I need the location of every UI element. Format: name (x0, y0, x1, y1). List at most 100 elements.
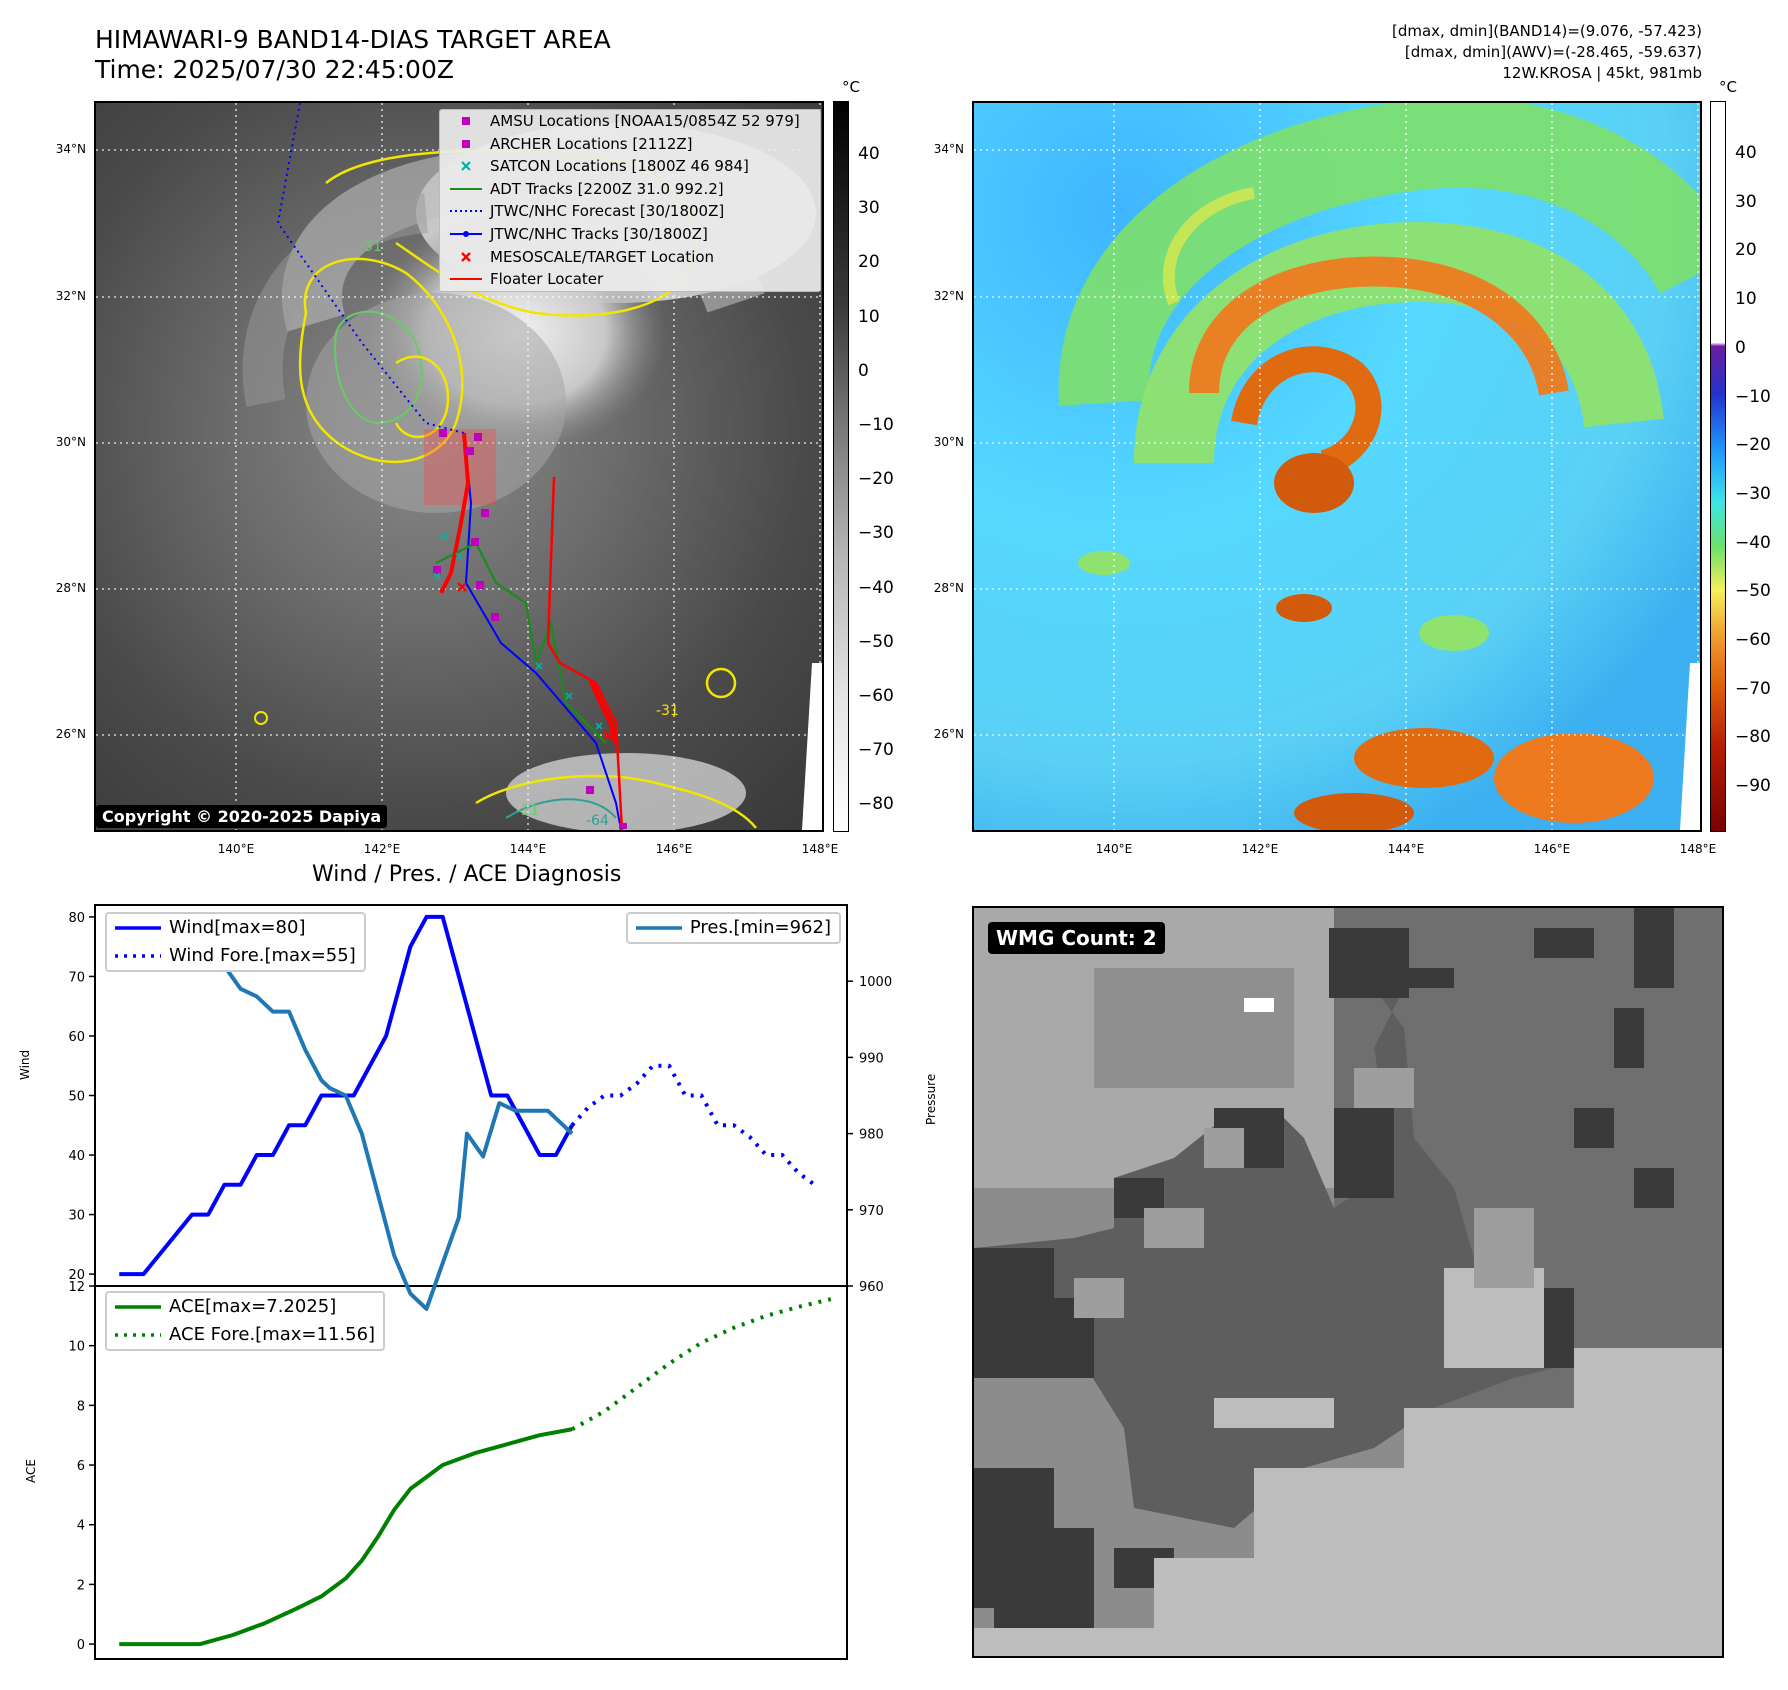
ir-colorbar-tick: 40 (858, 144, 880, 164)
wind-tick-label: 20 (68, 1268, 85, 1283)
ir-colorbar-tick: −70 (858, 740, 894, 761)
lon-tick-label: 148°E (801, 842, 839, 856)
ir-colorbar (833, 101, 849, 832)
copyright-label: Copyright © 2020-2025 Dapiya (96, 805, 388, 828)
ir-map-legend: AMSU Locations [NOAA15/0854Z 52 979] ARC… (439, 109, 821, 292)
pressure-tick-label: 980 (859, 1128, 884, 1143)
legend-item-archer: ARCHER Locations [2112Z] (440, 133, 820, 156)
ir-colorbar-tick: 20 (858, 252, 880, 273)
lat-tick-label: 30°N (55, 435, 86, 449)
lat-tick-label: 26°N (933, 727, 964, 741)
lon-tick-label: 146°E (655, 842, 693, 856)
wind-tick-label: 80 (68, 911, 85, 926)
ace-tick-label: 8 (77, 1399, 85, 1414)
band14-stats: [dmax, dmin](BAND14)=(9.076, -57.423) (1391, 22, 1702, 40)
pressure-series-line (119, 918, 574, 1311)
wind-axis-label: Wind (18, 1049, 32, 1080)
lat-tick-label: 32°N (933, 289, 964, 303)
legend-item-forecast: JTWC/NHC Forecast [30/1800Z] (450, 202, 725, 221)
lat-tick-label: 26°N (55, 727, 86, 741)
wv-map-panel (972, 101, 1702, 832)
legend-item-adt: ADT Tracks [2200Z 31.0 992.2] (450, 179, 724, 198)
wv-colorbar-tick: −40 (1735, 532, 1771, 553)
ir-colorbar-unit: °C (842, 78, 860, 96)
pressure-tick-label: 990 (859, 1051, 884, 1066)
lon-tick-label: 144°E (1387, 842, 1425, 856)
ir-colorbar-tick: −50 (858, 631, 894, 652)
lon-tick-label: 140°E (217, 842, 255, 856)
lat-tick-label: 34°N (933, 142, 964, 156)
pressure-legend: Pres.[min=962] (625, 912, 841, 944)
ace-legend: ACE[max=7.2025] ACE Fore.[max=11.56] (105, 1291, 386, 1351)
legend-item-wind-forecast: Wind Fore.[max=55] (115, 945, 356, 966)
wind-pres-ace-chart: 20 30 40 50 60 70 80 960 970 980 990 1000 0 2 4 6 8 10 12 (68, 904, 892, 1660)
storm-info: 12W.KROSA | 45kt, 981mb (1502, 64, 1702, 82)
wv-colorbar-tick: −20 (1735, 435, 1771, 456)
contour-label: -64 (586, 813, 609, 829)
legend-item-amsu: AMSU Locations [NOAA15/0854Z 52 979] (440, 110, 820, 133)
ace-tick-label: 10 (68, 1340, 85, 1355)
legend-item-satcon: SATCON Locations [1800Z 46 984] (440, 155, 820, 178)
wind-tick-label: 30 (68, 1209, 85, 1224)
pressure-axis-label: Pressure (924, 1073, 938, 1125)
legend-item-ace: ACE[max=7.2025] (115, 1296, 337, 1317)
ir-colorbar-tick: −60 (858, 686, 894, 706)
wv-colorbar-tick: 10 (1735, 289, 1757, 310)
wind-series-line (119, 914, 574, 1277)
wind-tick-label: 60 (68, 1030, 85, 1045)
lon-tick-label: 142°E (1241, 842, 1279, 856)
wv-colorbar-tick: −70 (1735, 678, 1771, 699)
ace-tick-label: 4 (77, 1519, 85, 1534)
wind-tick-label: 50 (68, 1090, 85, 1105)
ace-tick-label: 2 (77, 1578, 85, 1593)
ir-colorbar-tick: −30 (858, 523, 894, 544)
ir-colorbar-tick: 30 (858, 198, 880, 219)
lat-tick-label: 28°N (933, 581, 964, 595)
lon-tick-label: 140°E (1095, 842, 1133, 856)
wv-colorbar-tick: −10 (1735, 386, 1771, 407)
ace-tick-label: 6 (77, 1459, 85, 1474)
pressure-tick-label: 960 (859, 1280, 884, 1295)
legend-item-pressure: Pres.[min=962] (635, 917, 831, 938)
ace-tick-label: 12 (68, 1280, 85, 1295)
wv-colorbar-tick: −90 (1735, 776, 1771, 797)
awv-stats: [dmax, dmin](AWV)=(-28.465, -59.637) (1404, 43, 1702, 61)
contour-label: -31 (656, 703, 679, 719)
wv-colorbar (1710, 101, 1726, 832)
wv-colorbar-tick: −80 (1735, 727, 1771, 748)
ace-axis-label: ACE (24, 1459, 38, 1483)
pressure-tick-label: 1000 (859, 975, 892, 990)
figure-title: HIMAWARI-9 BAND14-DIAS TARGET AREA (95, 25, 611, 54)
wind-tick-label: 40 (68, 1149, 85, 1164)
lon-tick-label: 142°E (363, 842, 401, 856)
lat-tick-label: 34°N (55, 142, 86, 156)
wind-tick-label: 70 (68, 970, 85, 985)
legend-item-tracks: JTWC/NHC Tracks [30/1800Z] (440, 223, 820, 246)
wv-colorbar-tick: −30 (1735, 483, 1771, 504)
wv-colorbar-tick: 20 (1735, 240, 1757, 261)
wv-map-image (974, 103, 1700, 830)
pressure-tick-label: 970 (859, 1204, 884, 1219)
contour-label: -31 (359, 239, 382, 255)
wind-forecast-series-line (570, 1063, 816, 1187)
ir-colorbar-tick: −40 (858, 577, 894, 598)
ir-colorbar-tick: 10 (858, 306, 880, 327)
legend-item-ace-forecast: ACE Fore.[max=11.56] (115, 1324, 376, 1345)
wmg-panel: WMG Count: 2 (972, 906, 1724, 1658)
wind-legend: Wind[max=80] Wind Fore.[max=55] (105, 912, 366, 972)
legend-item-target: MESOSCALE/TARGET Location (440, 246, 820, 269)
diagnosis-title: Wind / Pres. / ACE Diagnosis (312, 862, 622, 887)
lon-tick-label: 146°E (1533, 842, 1571, 856)
legend-item-wind: Wind[max=80] (115, 917, 306, 938)
ace-forecast-series-line (571, 1297, 832, 1431)
ace-tick-label: 0 (77, 1638, 85, 1653)
legend-item-floater: Floater Locater (450, 270, 604, 289)
ir-map-panel: -31 -31 -31 -64 (94, 101, 824, 832)
ir-colorbar-tick: −20 (858, 469, 894, 490)
ir-colorbar-tick: −10 (858, 415, 894, 435)
lat-tick-label: 32°N (55, 289, 86, 303)
lon-tick-label: 144°E (509, 842, 547, 856)
figure-time: Time: 2025/07/30 22:45:00Z (95, 55, 454, 84)
wmg-count-label: WMG Count: 2 (988, 922, 1165, 954)
wmg-image (974, 908, 1722, 1656)
